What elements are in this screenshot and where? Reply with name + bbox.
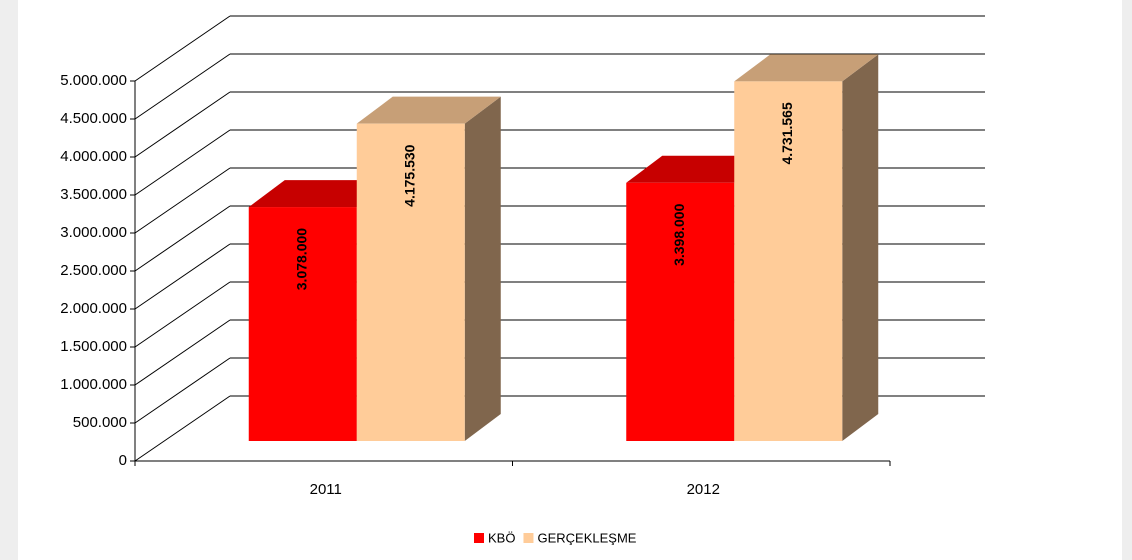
legend-swatch [474, 533, 484, 543]
grid-line-side [134, 167, 231, 234]
y-tick-label: 5.000.000 [60, 72, 127, 89]
bar-top [356, 96, 501, 124]
x-tick-label: 2012 [687, 481, 720, 498]
right-border [1122, 0, 1132, 560]
grid-line-side [134, 91, 231, 158]
bar-side [842, 54, 879, 441]
y-tick-label: 500.000 [73, 414, 127, 431]
y-tick-label: 1.500.000 [60, 338, 127, 355]
grid-line-side [134, 281, 231, 348]
value-label: 4.175.530 [401, 144, 417, 206]
y-tick-label: 0 [119, 452, 127, 469]
bar [356, 96, 501, 441]
y-tick-label: 4.000.000 [60, 148, 127, 165]
grid-line-side [134, 129, 231, 196]
grid-line-side [134, 357, 231, 424]
y-tick-label: 3.500.000 [60, 186, 127, 203]
legend-swatch [523, 533, 534, 543]
grid-line-side [134, 243, 231, 310]
x-tick-label: 2011 [310, 481, 342, 498]
bar-front [356, 123, 465, 441]
left-border [0, 0, 18, 560]
grid-line-side [134, 319, 231, 386]
bar [734, 54, 879, 441]
value-label: 4.731.565 [779, 102, 795, 164]
y-tick-label: 4.500.000 [60, 110, 127, 127]
legend-label: GERÇEKLEŞME [537, 530, 636, 545]
legend-label: KBÖ [488, 530, 515, 545]
y-tick-label: 3.000.000 [60, 224, 127, 241]
bar-front [626, 182, 735, 441]
grid-line-side [134, 15, 231, 82]
bar-front [734, 81, 843, 441]
y-tick-label: 2.000.000 [60, 300, 127, 317]
grid-line-side [134, 53, 231, 120]
bar-side [464, 96, 501, 441]
bar-top [734, 54, 879, 82]
value-label: 3.078.000 [293, 228, 309, 290]
value-label: 3.398.000 [671, 203, 687, 265]
grid-line-side [134, 395, 231, 462]
bar-front [248, 207, 357, 441]
y-tick-label: 2.500.000 [60, 262, 127, 279]
grid-line-side [134, 205, 231, 272]
y-tick-label: 1.000.000 [60, 376, 127, 393]
